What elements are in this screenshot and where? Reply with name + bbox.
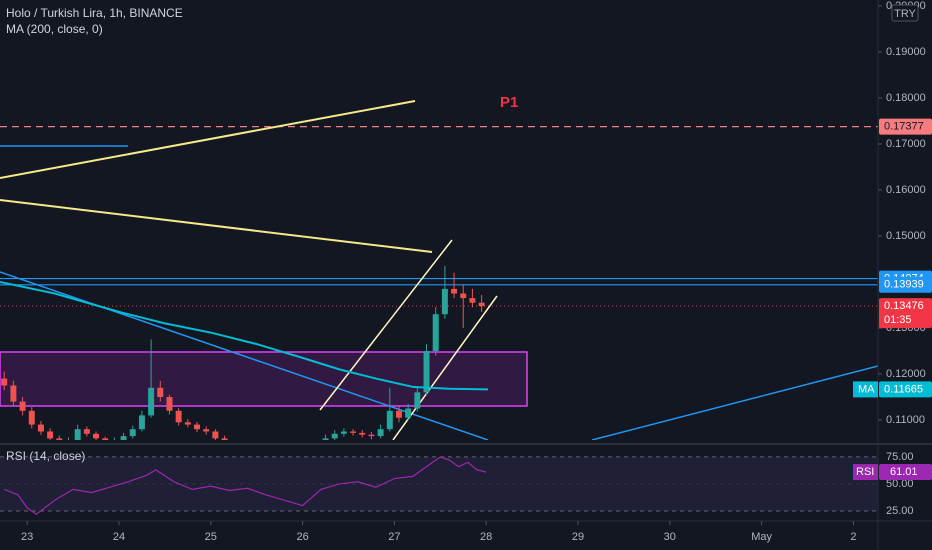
candle-body bbox=[331, 433, 338, 439]
price-level-label-bg bbox=[879, 276, 932, 293]
candle-body bbox=[157, 387, 164, 397]
y-tick-label: 0.11000 bbox=[886, 414, 925, 426]
y-tick-label: 0.19000 bbox=[886, 46, 926, 58]
candle-body bbox=[28, 410, 35, 425]
candle-body bbox=[47, 431, 54, 439]
candle-body bbox=[441, 288, 448, 315]
chart-title: Holo / Turkish Lira, 1h, BINANCE bbox=[6, 6, 183, 20]
y-tick-label: 0.16000 bbox=[886, 184, 926, 196]
candle-body bbox=[451, 288, 458, 294]
rsi-name: RSI bbox=[856, 466, 874, 478]
candle-body bbox=[1, 378, 8, 386]
x-tick-label: 25 bbox=[205, 531, 217, 543]
x-tick-label: 29 bbox=[572, 531, 584, 543]
candle-body bbox=[93, 433, 100, 439]
zone bbox=[0, 351, 528, 407]
y-tick-label: 0.17000 bbox=[886, 138, 926, 150]
ma-legend: MA (200, close, 0) bbox=[6, 22, 103, 36]
x-tick-label: May bbox=[751, 531, 772, 543]
candle-body bbox=[166, 396, 173, 411]
ma-name-bg bbox=[853, 381, 878, 398]
candle-body bbox=[74, 429, 81, 440]
candle-body bbox=[221, 438, 228, 440]
candle-body bbox=[194, 424, 200, 430]
candle-body bbox=[83, 429, 90, 434]
candle-body bbox=[184, 422, 191, 425]
y-tick-label: 0.15000 bbox=[886, 230, 926, 242]
candle-body bbox=[56, 438, 63, 440]
candle-body bbox=[414, 392, 421, 409]
candle-body bbox=[138, 415, 145, 430]
trendline bbox=[0, 199, 433, 253]
candle-body bbox=[368, 434, 375, 437]
candle-body bbox=[129, 429, 136, 437]
annotation: P1 bbox=[500, 94, 518, 111]
countdown: 01:35 bbox=[884, 314, 912, 326]
candle-body bbox=[469, 298, 476, 303]
price-level-label: 0.13939 bbox=[884, 279, 924, 291]
rsi-band bbox=[0, 456, 878, 512]
candle-body bbox=[322, 438, 329, 440]
price-level-label: 0.17377 bbox=[884, 121, 924, 133]
rsi-tick-label: 75.00 bbox=[886, 451, 914, 463]
candle-body bbox=[340, 431, 347, 434]
x-tick-label: 28 bbox=[480, 531, 492, 543]
candle-body bbox=[432, 314, 439, 351]
candle-body bbox=[10, 385, 17, 402]
x-tick-label: 27 bbox=[388, 531, 400, 543]
rsi-line bbox=[4, 456, 487, 516]
rsi-value-bg bbox=[879, 464, 932, 481]
candle-body bbox=[386, 410, 393, 430]
candle-body bbox=[212, 431, 219, 439]
candle-body bbox=[395, 410, 402, 418]
candle-body bbox=[350, 431, 357, 433]
x-tick-label: 30 bbox=[664, 531, 676, 543]
candle-body bbox=[120, 436, 127, 440]
ma-value: 0.11665 bbox=[884, 383, 923, 395]
ma-name: MA bbox=[858, 383, 875, 395]
rsi-name-bg bbox=[853, 464, 878, 481]
trendline bbox=[591, 365, 878, 440]
trendline bbox=[0, 100, 416, 179]
candle-body bbox=[423, 350, 430, 393]
candle-body bbox=[460, 293, 467, 299]
currency-box[interactable] bbox=[891, 4, 919, 22]
candle-body bbox=[405, 408, 412, 418]
price-level-label-bg bbox=[879, 118, 932, 135]
ma-line bbox=[0, 281, 489, 391]
x-tick-label: 2 bbox=[850, 531, 856, 543]
rsi-tick-label: 25.00 bbox=[886, 505, 914, 517]
channel-line bbox=[319, 239, 453, 411]
y-tick-label: 0.12000 bbox=[886, 368, 926, 380]
last-price-bg bbox=[879, 298, 932, 329]
rsi-legend: RSI (14, close) bbox=[6, 449, 85, 463]
candle-body bbox=[359, 432, 366, 435]
candle-body bbox=[37, 424, 44, 432]
candle-body bbox=[102, 438, 109, 440]
candle-body bbox=[203, 429, 210, 432]
candle-body bbox=[148, 387, 155, 416]
x-tick-label: 23 bbox=[21, 531, 33, 543]
rsi-value: 61.01 bbox=[890, 466, 918, 478]
rsi-tick-label: 50.00 bbox=[886, 478, 914, 490]
candles bbox=[1, 265, 485, 440]
ma-value-bg bbox=[879, 381, 932, 398]
candle-body bbox=[478, 302, 485, 307]
x-tick-label: 24 bbox=[113, 531, 125, 543]
candle-body bbox=[19, 401, 26, 411]
currency[interactable]: TRY bbox=[894, 8, 916, 20]
candle-body bbox=[377, 429, 384, 437]
candle-body bbox=[175, 410, 182, 423]
last-price-label: 0.13476 bbox=[884, 300, 924, 312]
y-tick-label: 0.18000 bbox=[886, 92, 926, 104]
x-tick-label: 26 bbox=[296, 531, 308, 543]
